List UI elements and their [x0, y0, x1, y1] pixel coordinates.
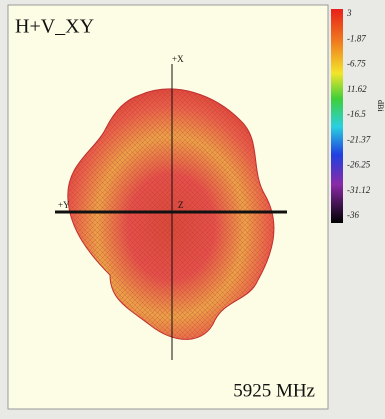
colorbar-label: -36 — [347, 210, 359, 220]
colorbar-label: -26.25 — [347, 160, 371, 170]
colorbar-label: 11.62 — [347, 84, 367, 94]
colorbar-label: -16.5 — [347, 109, 366, 119]
colorbar-label: -31.12 — [347, 185, 371, 195]
colorbar-labels: 3 -1.87 -6.75 11.62 -16.5 -21.37 -26.25 -31.12 -… — [346, 8, 371, 220]
frequency-label: 5925 MHz — [233, 380, 315, 401]
colorbar — [331, 9, 343, 223]
colorbar-unit: dBi — [376, 100, 385, 112]
axis-x-label: +X — [172, 54, 184, 64]
pattern-mesh — [67, 89, 274, 340]
axis-z-label: Z — [178, 200, 184, 210]
colorbar-label: -1.87 — [347, 33, 366, 43]
colorbar-label: 3 — [346, 8, 352, 18]
plot-title: H+V_XY — [15, 16, 94, 38]
colorbar-label: -21.37 — [347, 134, 371, 144]
axis-y-label: +Y — [58, 200, 70, 210]
colorbar-label: -6.75 — [347, 59, 366, 69]
